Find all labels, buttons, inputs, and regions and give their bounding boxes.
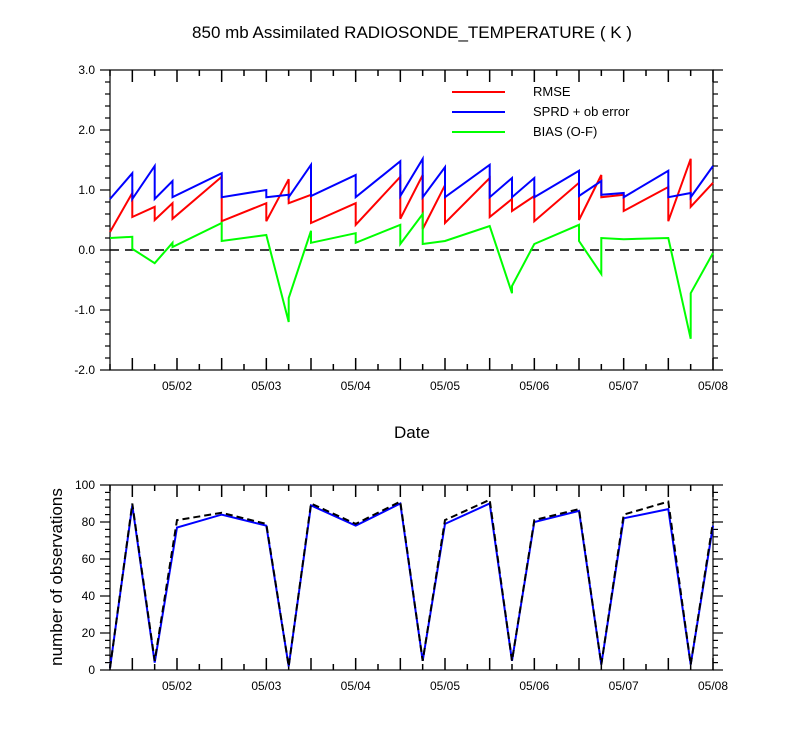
y-tick-label: 2.0: [78, 123, 95, 137]
y-tick-label: 1.0: [78, 183, 95, 197]
x-tick-label: 05/04: [341, 679, 371, 693]
x-tick-label: 05/05: [430, 379, 460, 393]
top-chart-title: 850 mb Assimilated RADIOSONDE_TEMPERATUR…: [192, 23, 632, 42]
y-tick-label: -2.0: [74, 363, 95, 377]
legend-label: RMSE: [533, 84, 571, 99]
x-tick-label: 05/07: [609, 379, 639, 393]
y-tick-label: 60: [82, 552, 96, 566]
series-line-bias-o-f: [109, 210, 714, 340]
plot-frame: [109, 484, 714, 671]
x-tick-label: 05/06: [519, 679, 549, 693]
y-tick-label: 100: [75, 478, 95, 492]
x-tick-label: 05/06: [519, 379, 549, 393]
y-tick-label: 0.0: [78, 243, 95, 257]
x-tick-label: 05/07: [609, 679, 639, 693]
x-tick-label: 05/02: [162, 679, 192, 693]
y-tick-label: 0: [88, 663, 95, 677]
top-chart: 05/02 05/03 05/04 05/05 05/06 05/07 05/08 3.0 2.…: [74, 63, 728, 393]
x-tick-label: 05/03: [251, 679, 281, 693]
x-tick-label: 05/08: [698, 679, 728, 693]
y-tick-label: 80: [82, 515, 96, 529]
y-tick-label: 40: [82, 589, 96, 603]
x-tick-label: 05/03: [251, 379, 281, 393]
bottom-chart-ylabel: number of observations: [47, 488, 66, 666]
x-tick-label: 05/04: [341, 379, 371, 393]
y-tick-label: -1.0: [74, 303, 95, 317]
y-tick-label: 3.0: [78, 63, 95, 77]
series-line-sprd-ob-error: [109, 155, 714, 203]
series-line-rmse: [109, 158, 714, 233]
top-chart-xlabel: Date: [394, 423, 430, 442]
bottom-chart: 05/02 05/03 05/04 05/05 05/06 05/07 05/08 100 80…: [75, 478, 728, 693]
x-tick-label: 05/08: [698, 379, 728, 393]
x-tick-label: 05/05: [430, 679, 460, 693]
legend-label: BIAS (O-F): [533, 124, 597, 139]
plot-frame: [109, 69, 714, 371]
y-tick-label: 20: [82, 626, 96, 640]
series-line-total: [109, 498, 714, 669]
legend-label: SPRD + ob error: [533, 104, 630, 119]
x-tick-label: 05/02: [162, 379, 192, 393]
